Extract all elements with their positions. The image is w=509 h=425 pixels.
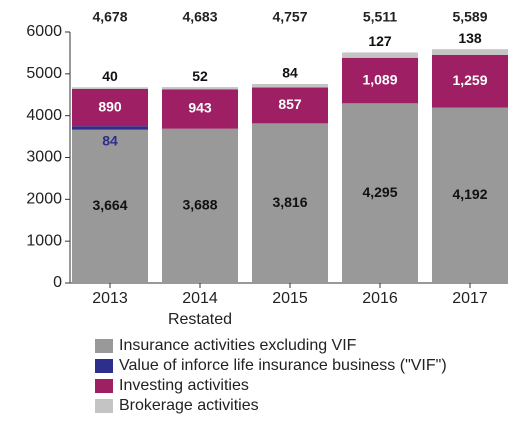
bar-segment <box>432 54 508 108</box>
data-label: 84 <box>102 132 118 148</box>
total-label: 4,757 <box>272 9 307 25</box>
data-label: 127 <box>368 33 392 49</box>
legend-label: Value of inforce life insurance business… <box>119 357 447 374</box>
legend-swatch <box>95 379 113 393</box>
y-tick-label: 0 <box>53 274 62 291</box>
data-label: 4,192 <box>452 186 487 202</box>
legend-swatch <box>95 399 113 413</box>
total-label: 4,683 <box>182 9 217 25</box>
legend-label: Insurance activities excluding VIF <box>119 337 357 354</box>
data-label: 52 <box>192 68 208 84</box>
bar-segment <box>432 107 508 283</box>
annotation: Restated <box>168 311 232 328</box>
bar-segment <box>252 123 328 283</box>
total-label: 5,511 <box>363 9 397 25</box>
data-label: 890 <box>98 98 122 114</box>
bar-segment <box>252 87 328 124</box>
legend-swatch <box>95 359 113 373</box>
x-tick-label: 2015 <box>272 290 308 307</box>
y-tick-label: 3000 <box>26 149 62 166</box>
data-label: 943 <box>188 100 212 116</box>
data-label: 138 <box>458 30 482 46</box>
data-label: 84 <box>282 65 298 81</box>
y-tick-label: 2000 <box>26 191 62 208</box>
y-tick-label: 6000 <box>26 23 62 40</box>
y-tick-label: 4000 <box>26 107 62 124</box>
x-tick-label: 2017 <box>452 290 488 307</box>
bar-segment <box>72 87 148 89</box>
legend-label: Brokerage activities <box>119 397 259 414</box>
bar-segment <box>72 88 148 127</box>
x-tick-label: 2013 <box>92 290 128 307</box>
y-tick-label: 1000 <box>26 232 62 249</box>
bar-segment <box>72 126 148 130</box>
bar-segment <box>72 129 148 283</box>
bar-segment <box>342 103 418 283</box>
x-tick-label: 2014 <box>182 290 218 307</box>
legend-label: Investing activities <box>119 377 249 394</box>
bar-segment <box>342 57 418 104</box>
legend-swatch <box>95 339 113 353</box>
bar-segment <box>252 83 328 88</box>
bar-segment <box>162 128 238 283</box>
data-label: 40 <box>102 68 118 84</box>
data-label: 1,259 <box>452 72 487 88</box>
total-label: 4,678 <box>92 9 127 25</box>
bar-segment <box>342 52 418 58</box>
data-label: 3,816 <box>272 194 307 210</box>
bar-segment <box>162 87 238 90</box>
y-tick-label: 5000 <box>26 65 62 82</box>
data-label: 3,688 <box>182 197 217 213</box>
bar-segment <box>432 49 508 55</box>
data-label: 3,664 <box>92 197 127 213</box>
data-label: 4,295 <box>362 184 397 200</box>
data-label: 1,089 <box>362 71 397 87</box>
x-tick-label: 2016 <box>362 290 398 307</box>
bar-segment <box>162 89 238 129</box>
data-label: 857 <box>278 96 302 112</box>
total-label: 5,589 <box>452 9 487 25</box>
